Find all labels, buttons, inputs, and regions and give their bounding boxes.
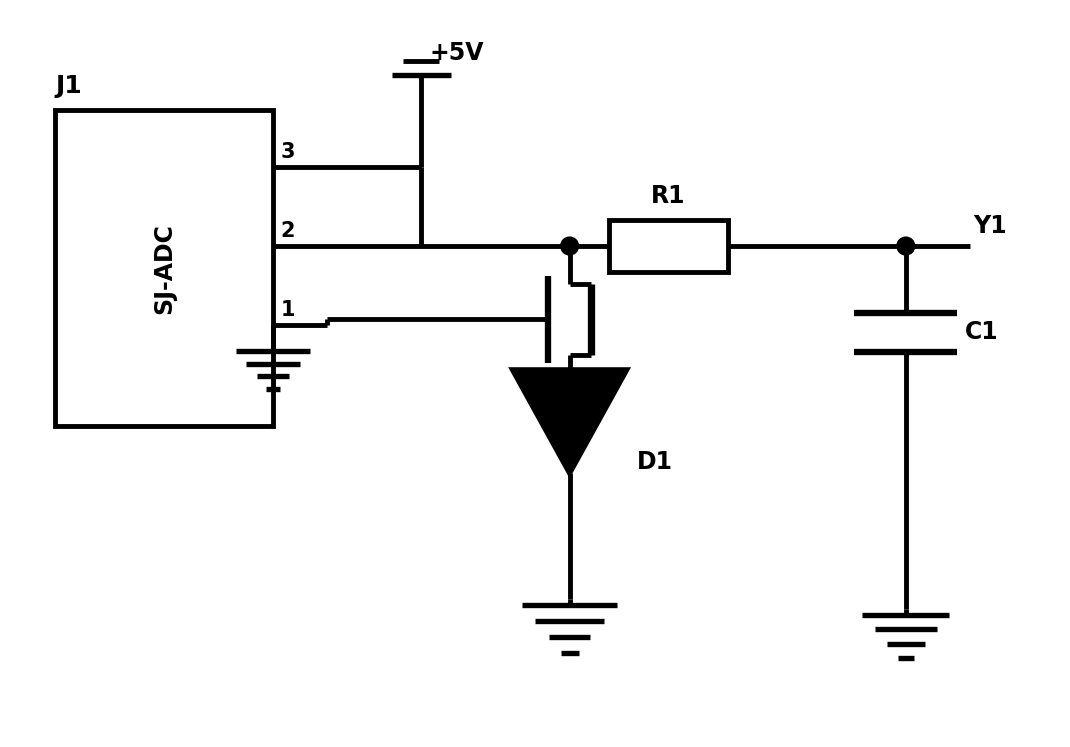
- Text: Y1: Y1: [973, 214, 1007, 238]
- Text: 2: 2: [280, 221, 295, 241]
- Text: R1: R1: [652, 185, 686, 208]
- Text: 1: 1: [280, 300, 295, 320]
- Bar: [609, 220, 728, 272]
- Text: +5V: +5V: [429, 41, 484, 65]
- Circle shape: [561, 237, 579, 255]
- Text: 3: 3: [280, 142, 295, 162]
- Bar: [56, 110, 273, 427]
- Polygon shape: [513, 370, 627, 474]
- Text: D1: D1: [637, 450, 673, 474]
- Circle shape: [897, 237, 915, 255]
- Text: C1: C1: [965, 320, 998, 344]
- Text: J1: J1: [56, 74, 82, 98]
- Text: SJ-ADC: SJ-ADC: [152, 223, 177, 314]
